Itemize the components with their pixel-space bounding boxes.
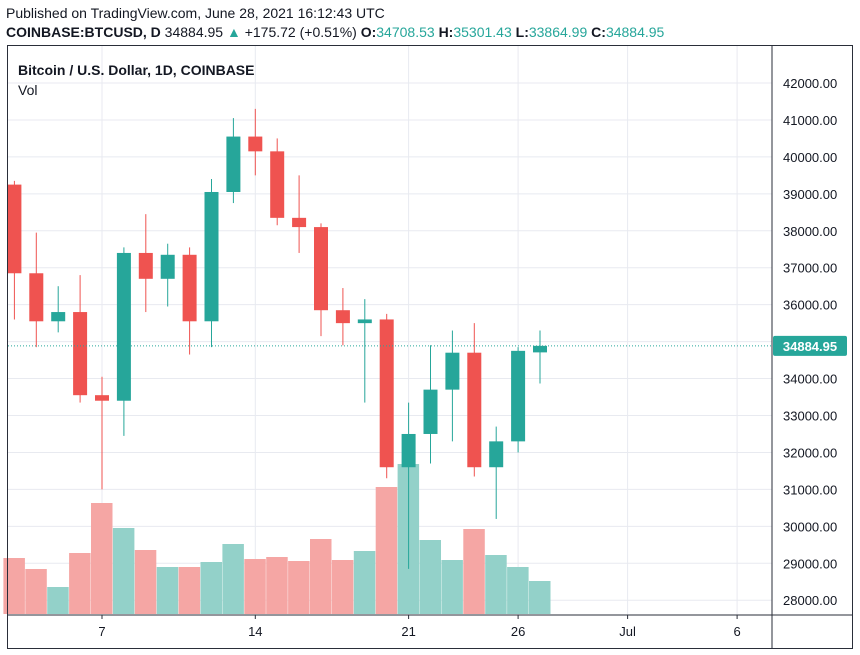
y-tick-label: 38000.00 <box>783 224 837 239</box>
volume-bar <box>156 567 179 614</box>
y-tick-label: 34000.00 <box>783 372 837 387</box>
volume-bar <box>310 539 332 614</box>
volume-bar <box>3 558 25 614</box>
volume-bar <box>25 569 47 614</box>
candle-body <box>401 433 416 468</box>
y-tick-label: 28000.00 <box>783 593 837 608</box>
volume-bar <box>200 562 222 614</box>
candle-body <box>29 273 44 322</box>
y-tick-label: 30000.00 <box>783 519 837 534</box>
candle-body <box>270 151 285 218</box>
candle-body <box>7 184 22 274</box>
volume-bar <box>244 559 266 614</box>
change-arrow-icon: ▲ <box>226 24 241 40</box>
volume-bar <box>222 544 244 614</box>
y-tick-label: 29000.00 <box>783 556 837 571</box>
y-tick-label: 32000.00 <box>783 445 837 460</box>
x-tick-label: 7 <box>98 624 105 639</box>
chart-axes: 28000.00 29000.00 30000.00 31000.00 32000.00… <box>8 46 852 649</box>
volume-bar <box>463 529 485 614</box>
volume-bar <box>47 587 69 614</box>
candle-body <box>95 395 109 401</box>
volume-bar <box>69 553 91 614</box>
x-tick-label: Jul <box>619 624 636 639</box>
open-value: 34708.53 <box>376 24 435 40</box>
y-tick-label: 41000.00 <box>783 113 837 128</box>
x-tick-label: 26 <box>511 624 525 639</box>
volume-bar <box>134 550 157 614</box>
candle-body <box>116 252 131 401</box>
published-line: Published on TradingView.com, June 28, 2… <box>6 5 385 21</box>
volume-bar <box>529 581 551 614</box>
volume-bar <box>419 540 441 614</box>
volume-bars <box>3 464 551 614</box>
y-tick-label: 36000.00 <box>783 298 837 313</box>
volume-bar <box>266 557 288 614</box>
candle-body <box>445 352 460 390</box>
close-value: 34884.95 <box>605 24 665 40</box>
last-price-tag <box>773 335 847 356</box>
candle-body <box>489 441 504 468</box>
candle-body <box>226 136 241 192</box>
candle-body <box>335 310 350 324</box>
y-tick-label: 39000.00 <box>783 187 837 202</box>
volume-bar <box>288 561 310 614</box>
chart-frame <box>7 45 853 649</box>
last-price-tag-label: 34884.95 <box>783 339 837 354</box>
candle-body <box>314 227 328 311</box>
candle-body <box>379 319 394 468</box>
volume-bar <box>178 567 201 614</box>
candle-body <box>73 312 88 396</box>
high-value: 35301.43 <box>453 24 512 40</box>
volume-bar <box>353 551 376 614</box>
candle-body <box>423 389 438 434</box>
candle-body <box>533 345 547 353</box>
candle-body <box>467 352 482 468</box>
volume-bar <box>375 487 398 614</box>
open-label: O: <box>360 24 377 40</box>
volume-bar <box>441 560 463 614</box>
y-tick-label: 31000.00 <box>783 482 837 497</box>
volume-bar <box>507 567 529 614</box>
change-value: +175.72 (+0.51%) <box>244 24 357 40</box>
chart-legend-title: Bitcoin / U.S. Dollar, 1D, COINBASE <box>18 62 255 78</box>
close-label: C: <box>591 24 606 40</box>
x-tick-label: 6 <box>733 624 740 639</box>
candle-body <box>511 350 526 442</box>
candle-body <box>51 312 66 322</box>
x-tick-label: 14 <box>248 624 262 639</box>
x-tick-label: 21 <box>401 624 415 639</box>
volume-bar <box>91 503 113 614</box>
y-tick-label: 40000.00 <box>783 150 837 165</box>
candle-body <box>160 254 175 279</box>
low-label: L: <box>515 24 529 40</box>
ohlc-line: COINBASE:BTCUSD, D 34884.95 ▲ +175.72 (+… <box>6 24 664 40</box>
y-tick-label: 37000.00 <box>783 261 837 276</box>
symbol-label: COINBASE:BTCUSD, D <box>6 24 161 40</box>
candles <box>7 108 547 569</box>
y-tick-label: 33000.00 <box>783 409 837 424</box>
candle-body <box>248 136 263 152</box>
candle-body <box>292 217 307 228</box>
high-label: H: <box>438 24 454 40</box>
last-price: 34884.95 <box>164 24 224 40</box>
low-value: 33864.99 <box>528 24 588 40</box>
volume-bar <box>112 528 135 614</box>
candle-body <box>182 254 197 322</box>
last-price-marker: 34884.95 <box>8 335 847 356</box>
y-tick-label: 42000.00 <box>783 76 837 91</box>
volume-legend-label: Vol <box>18 82 38 98</box>
candle-body <box>204 191 219 322</box>
volume-bar <box>485 555 507 614</box>
candle-body <box>138 252 153 279</box>
volume-bar <box>331 560 354 614</box>
candle-body <box>357 319 372 324</box>
